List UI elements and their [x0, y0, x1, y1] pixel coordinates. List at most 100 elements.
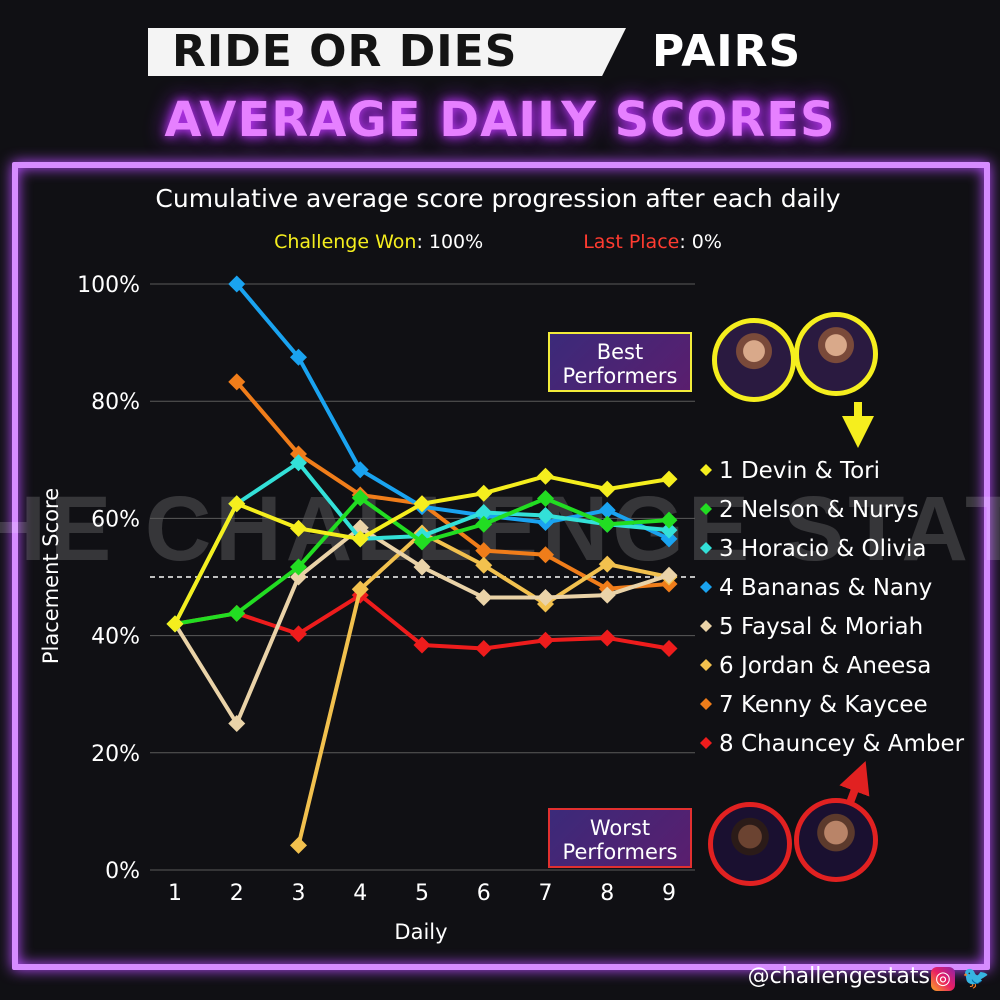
title-ride-or-dies: RIDE OR DIES [172, 26, 518, 77]
legend-item: 7 Kenny & Kaycee [700, 692, 928, 718]
legend-label: 3 Horacio & Olivia [719, 536, 927, 562]
data-point [598, 480, 616, 498]
x-tick-label: 6 [477, 881, 491, 906]
y-axis-label: Placement Score [39, 488, 63, 664]
data-point [475, 484, 493, 502]
title-band [148, 28, 626, 76]
x-tick-label: 8 [600, 881, 614, 906]
footer-handle[interactable]: @challengestats [747, 964, 930, 989]
series-2 [166, 489, 678, 633]
data-point [660, 639, 678, 657]
won-label: Challenge Won [274, 231, 416, 253]
data-point [537, 506, 554, 524]
legend-item: 1 Devin & Tori [700, 458, 880, 484]
data-point [660, 530, 678, 548]
data-point [475, 504, 493, 522]
best-performers-label: Best Performers [548, 332, 692, 392]
data-point [351, 461, 369, 479]
legend-item: 2 Nelson & Nurys [700, 497, 919, 523]
legend-item: 8 Chauncey & Amber [700, 731, 965, 757]
data-point [290, 568, 307, 586]
data-point [290, 625, 307, 643]
legend-marker [700, 620, 712, 632]
series-line [235, 380, 670, 591]
data-point [290, 558, 307, 576]
x-tick-label: 5 [415, 881, 429, 906]
legend-label: 4 Bananas & Nany [719, 575, 932, 601]
series-5 [166, 519, 678, 732]
x-axis-label: Daily [394, 920, 447, 944]
data-point [475, 639, 493, 657]
data-point [598, 501, 616, 519]
data-point [660, 521, 678, 539]
legend-marker [700, 659, 712, 671]
data-point [290, 348, 307, 366]
data-point [475, 556, 493, 574]
data-point [598, 555, 616, 573]
x-tick-label: 9 [662, 881, 676, 906]
legend-marker [700, 542, 712, 554]
data-point [660, 470, 678, 488]
x-tick-label: 4 [353, 881, 367, 906]
twitter-icon[interactable]: 🐦 [962, 966, 990, 991]
data-point [537, 589, 554, 607]
chart-legend-note: Challenge Won: 100% Last Place: 0% [274, 231, 722, 253]
y-tick-label: 40% [91, 625, 140, 650]
legend-item: 4 Bananas & Nany [700, 575, 932, 601]
data-point [166, 615, 184, 633]
legend-item: 6 Jordan & Aneesa [700, 653, 931, 679]
y-tick-label: 20% [91, 742, 140, 767]
data-point [413, 636, 431, 654]
data-point [660, 566, 678, 584]
legend-label: 6 Jordan & Aneesa [719, 653, 931, 679]
data-point [351, 580, 369, 598]
x-tick-label: 7 [539, 881, 553, 906]
data-point [351, 489, 369, 507]
data-point [475, 589, 493, 607]
legend-item: 5 Faysal & Moriah [700, 614, 923, 640]
x-tick-label: 2 [230, 881, 244, 906]
chart-title: Cumulative average score progression aft… [155, 184, 840, 213]
avatar-devin [712, 318, 796, 402]
worst-performers-label: Worst Performers [548, 808, 692, 868]
data-point [413, 558, 431, 576]
chart-frame [12, 162, 990, 970]
data-point [290, 445, 307, 463]
data-point [228, 275, 246, 293]
legend-label: 8 Chauncey & Amber [719, 731, 965, 757]
legend-marker [700, 464, 712, 476]
legend-label: 2 Nelson & Nurys [719, 497, 919, 523]
data-point [537, 467, 554, 485]
legend-label: 7 Kenny & Kaycee [719, 692, 928, 718]
data-point [537, 489, 554, 507]
data-point [228, 715, 246, 732]
data-point [413, 495, 431, 513]
title-pairs: PAIRS [652, 26, 802, 77]
instagram-icon[interactable]: ◎ [931, 967, 955, 991]
page-title: AVERAGE DAILY SCORES [164, 92, 836, 148]
legend-label: 1 Devin & Tori [719, 458, 880, 484]
data-point [537, 546, 554, 564]
last-value: : 0% [679, 231, 722, 253]
legend-marker [700, 503, 712, 515]
legend-marker [700, 737, 712, 749]
series-1 [166, 467, 678, 633]
y-tick-label: 80% [91, 390, 140, 415]
data-point [537, 631, 554, 649]
x-tick-label: 1 [168, 881, 182, 906]
avatar-tori [794, 312, 878, 396]
data-point [660, 511, 678, 529]
data-point [228, 604, 246, 622]
data-point [290, 454, 307, 472]
last-label: Last Place [583, 231, 679, 253]
data-point [475, 515, 493, 533]
data-point [598, 586, 616, 604]
x-tick-label: 3 [292, 881, 306, 906]
series-line [235, 282, 670, 541]
data-point [228, 373, 246, 391]
won-value: : 100% [416, 231, 483, 253]
watermark-text: THE CHALLENGE STATS [0, 478, 1000, 580]
data-point [413, 533, 431, 551]
data-point [475, 542, 493, 560]
